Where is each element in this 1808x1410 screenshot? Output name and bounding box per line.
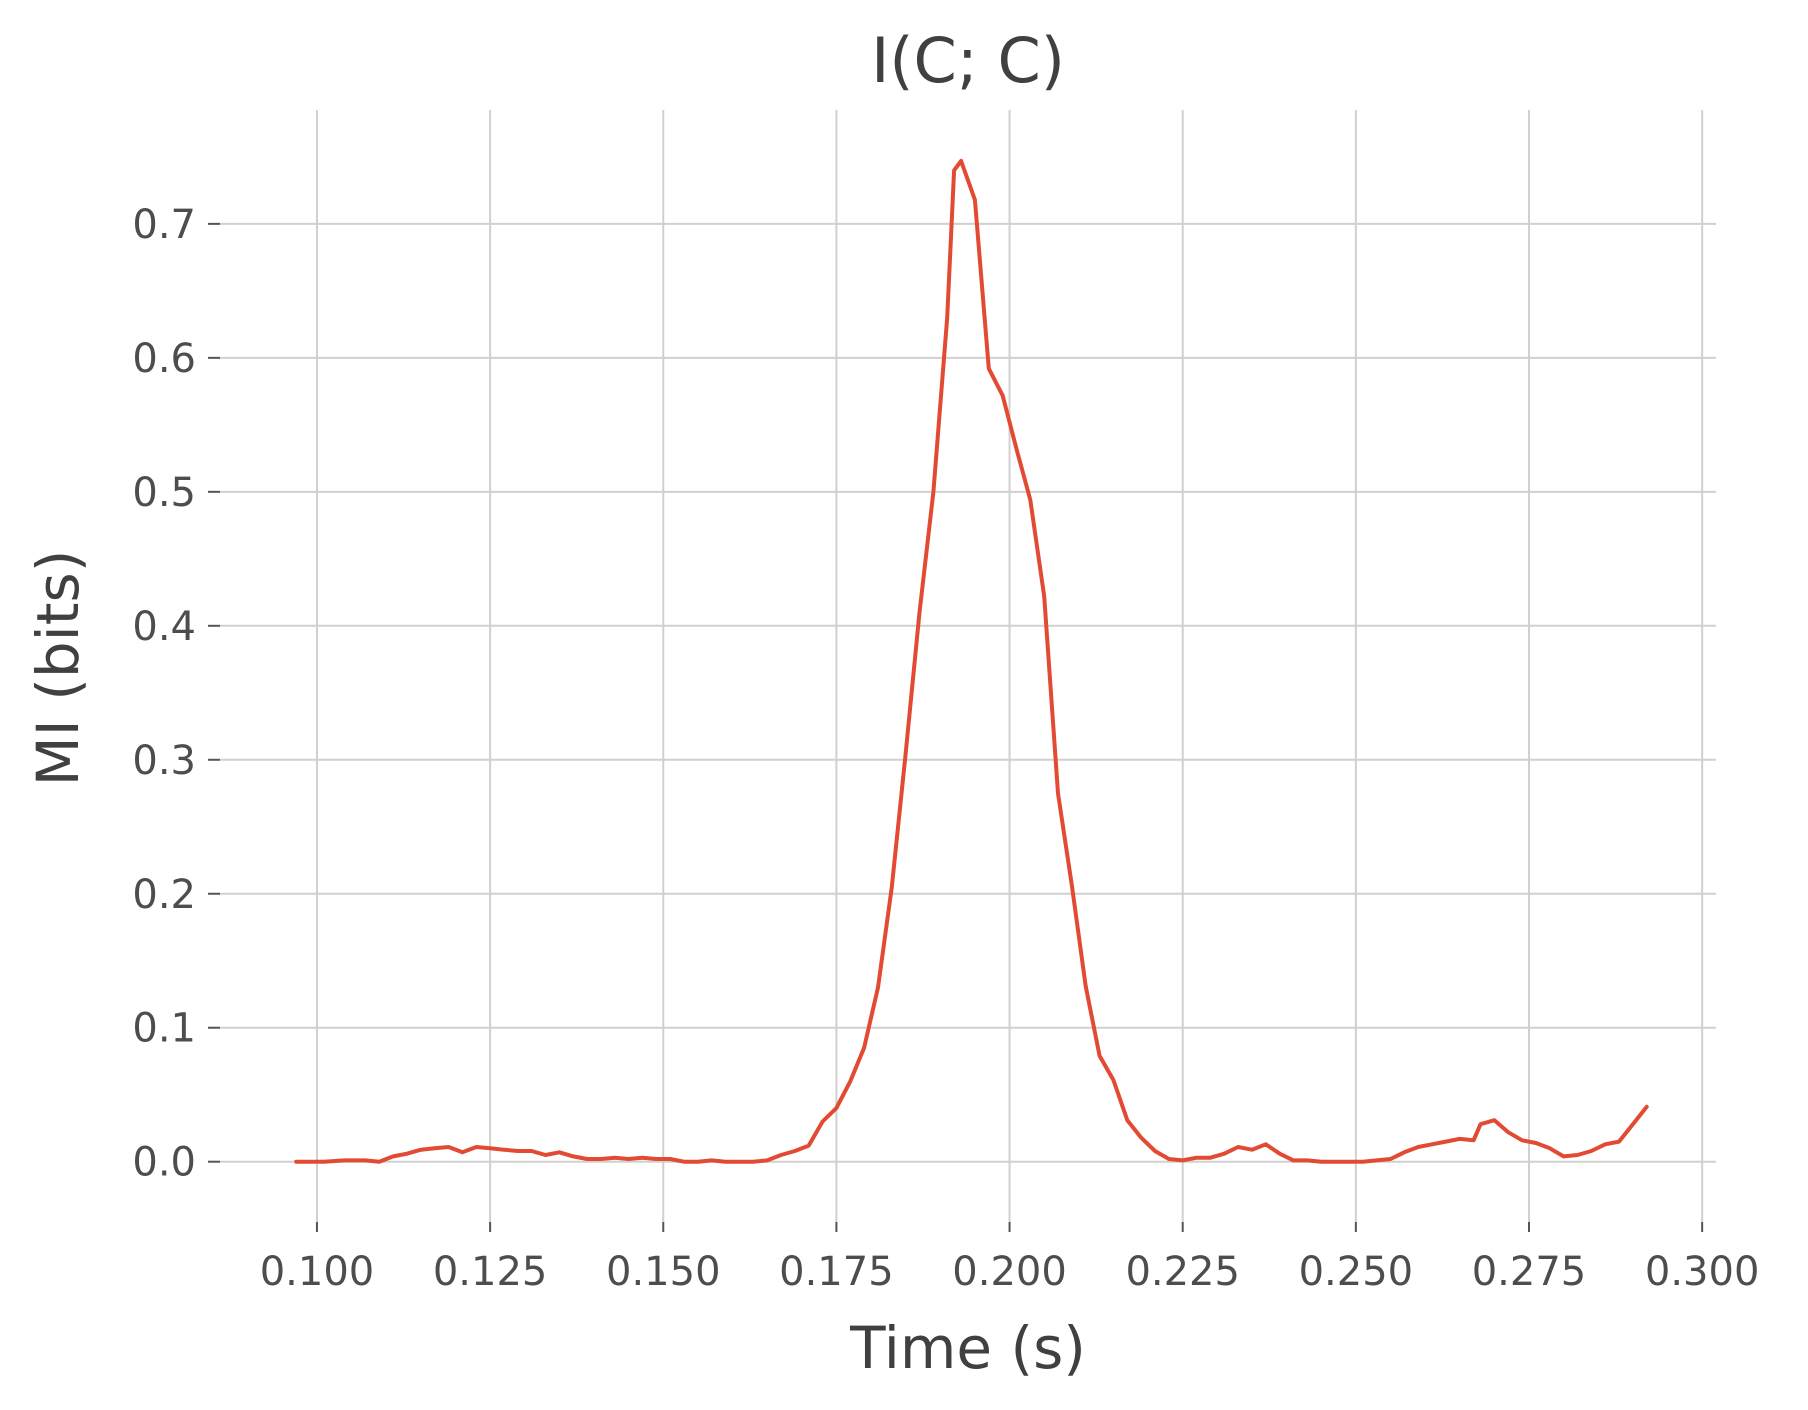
x-tick-label: 0.125: [433, 1249, 548, 1295]
y-axis-label: MI (bits): [24, 550, 92, 787]
y-tick-label: 0.3: [132, 738, 196, 784]
x-tick-label: 0.100: [260, 1249, 375, 1295]
grid: [220, 110, 1716, 1222]
x-tick-label: 0.275: [1472, 1249, 1587, 1295]
y-tick-label: 0.7: [132, 202, 196, 248]
x-axis-label: Time (s): [849, 1314, 1086, 1382]
y-tick-label: 0.1: [132, 1006, 196, 1052]
x-tick-label: 0.250: [1299, 1249, 1414, 1295]
x-tick-label: 0.200: [952, 1249, 1067, 1295]
x-tick-label: 0.300: [1645, 1249, 1760, 1295]
x-tick-label: 0.150: [606, 1249, 721, 1295]
x-tick-label: 0.225: [1125, 1249, 1240, 1295]
y-tick-label: 0.5: [132, 470, 196, 516]
axis-ticks: 0.100 0.125 0.150 0.175 0.200 0.225 0.250 0.275…: [132, 202, 1759, 1295]
y-tick-label: 0.6: [132, 336, 196, 382]
y-tick-label: 0.2: [132, 872, 196, 918]
series-layer: [294, 158, 1649, 1164]
y-tick-label: 0.0: [132, 1140, 196, 1186]
x-tick-label: 0.175: [779, 1249, 894, 1295]
y-tick-label: 0.4: [132, 604, 196, 650]
series-line: [294, 158, 1649, 1164]
chart-title: I(C; C): [871, 24, 1065, 97]
